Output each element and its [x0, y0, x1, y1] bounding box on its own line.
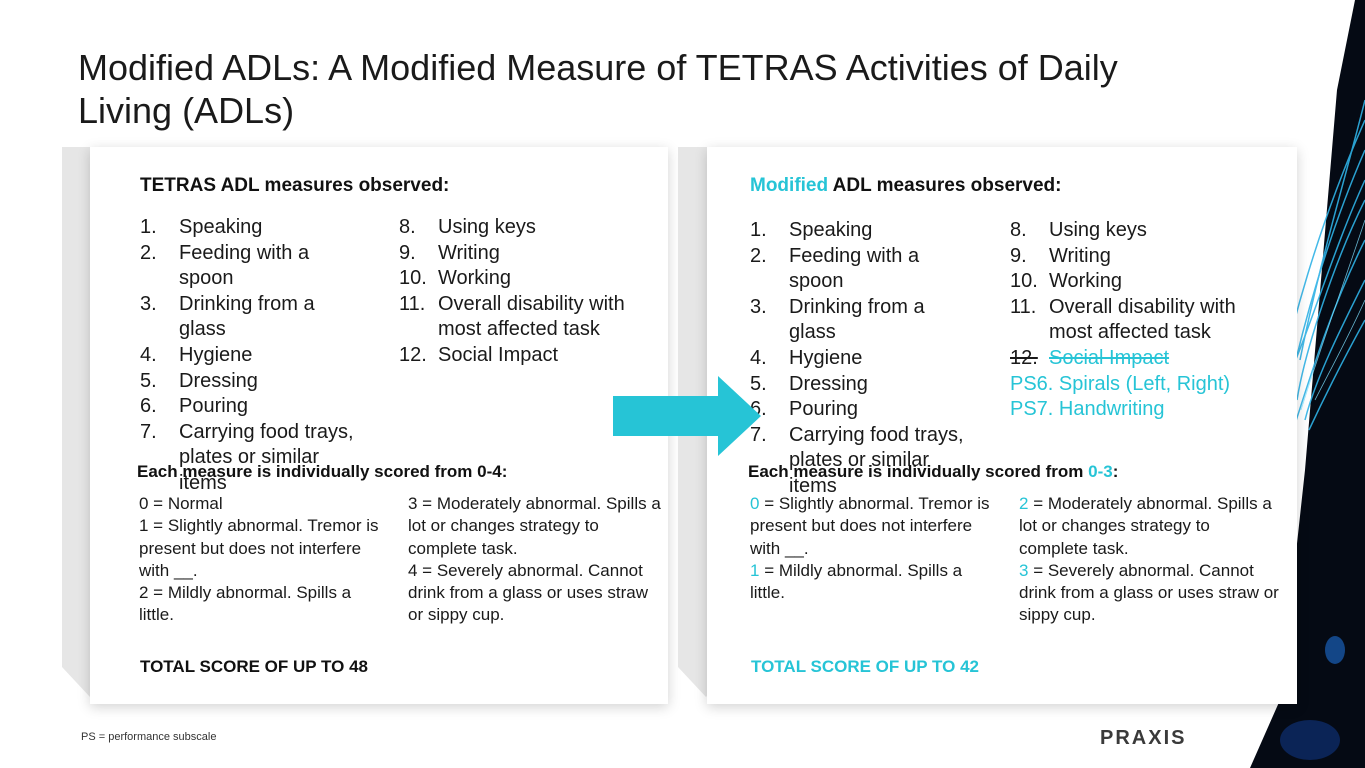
list-item: 9. Writing	[399, 241, 500, 264]
added-list-item: PS6. Spirals (Left, Right)	[1010, 372, 1231, 395]
score-legend-col2: 2 = Moderately abnormal. Spills a lot or…	[1019, 493, 1279, 627]
list-item: 3. Drinking from a glass	[140, 292, 315, 341]
score-item: 2 = Mildly abnormal. Spills a little.	[139, 583, 352, 625]
list-item: 4. Hygiene	[140, 343, 253, 366]
list-item: 1. Speaking	[750, 219, 873, 241]
total-score: TOTAL SCORE OF UP TO 48	[140, 657, 368, 676]
praxis-logo: PRAXIS	[1100, 727, 1187, 749]
score-item: 0 = Slightly abnormal. Tremor is present…	[750, 494, 990, 558]
score-heading: Each measure is individually scored from…	[748, 462, 1119, 481]
adl-list-col2: 8. Using keys 9. Writing 10. Working 11. Ove…	[1010, 218, 1260, 423]
list-item: 5. Dressing	[140, 369, 258, 392]
fiber-optic-image	[1250, 0, 1365, 768]
score-item: 3 = Severely abnormal. Cannot drink from…	[1019, 560, 1279, 625]
list-item: 2. Feeding with a spoon	[750, 244, 920, 293]
list-item: 3. Drinking from a glass	[750, 295, 925, 344]
footnote: PS = performance subscale	[81, 731, 217, 743]
removed-list-item: 12. Social Impact	[1010, 346, 1170, 369]
list-item: 8. Using keys	[399, 216, 536, 238]
heading-accent: Modified	[750, 175, 829, 196]
list-item: 10. Working	[1010, 270, 1122, 293]
list-item: 10. Working	[399, 267, 511, 290]
score-legend-col1: 0 = Slightly abnormal. Tremor is present…	[750, 493, 1000, 604]
card-heading: TETRAS ADL measures observed:	[140, 175, 450, 196]
tetras-adl-card: TETRAS ADL measures observed: 1. Speaking…	[90, 147, 668, 704]
list-item: 1. Speaking	[140, 216, 263, 238]
score-item: 4 = Severely abnormal. Cannot drink from…	[408, 560, 648, 625]
score-heading: Each measure is individually scored from…	[137, 462, 508, 481]
list-item: 9. Writing	[1010, 244, 1111, 267]
list-item: 11. Overall disability with most affected…	[399, 292, 625, 341]
adl-list-col1: 1. Speaking 2. Feeding with a spoon 3. Drin…	[140, 215, 365, 497]
score-item: 1 = Mildly abnormal. Spills a little.	[750, 560, 963, 603]
list-item: 7. Carrying food trays, plates or similar…	[140, 420, 354, 494]
list-item: 6. Pouring	[750, 398, 858, 421]
list-item: 7. Carrying food trays, plates or similar…	[750, 423, 964, 497]
adl-list-col2: 8. Using keys 9. Writing 10. Working 11. Ove…	[399, 215, 649, 369]
score-legend-col2: 3 = Moderately abnormal. Spills a lot or…	[408, 493, 663, 627]
added-list-item: PS7. Handwriting	[1010, 398, 1165, 421]
score-legend-col1: 0 = Normal 1 = Slightly abnormal. Tremor…	[139, 493, 389, 627]
modified-adl-card: Modified ADL measures observed: 1. Speaki…	[707, 147, 1297, 704]
total-score: TOTAL SCORE OF UP TO 42	[751, 657, 979, 676]
score-item: 1 = Slightly abnormal. Tremor is present…	[139, 516, 379, 580]
adl-list-col1: 1. Speaking 2. Feeding with a spoon 3. Drin…	[750, 218, 975, 500]
list-item: 5. Dressing	[750, 372, 868, 395]
list-item: 11. Overall disability with most affected…	[1010, 295, 1236, 344]
card-heading: Modified ADL measures observed:	[750, 175, 1061, 197]
list-item: 6. Pouring	[140, 395, 248, 418]
slide-title: Modified ADLs: A Modified Measure of TET…	[78, 47, 1118, 131]
heading-rest: ADL measures observed:	[828, 175, 1062, 196]
score-item: 0 = Normal	[139, 494, 223, 513]
list-item: 4. Hygiene	[750, 346, 863, 369]
right-arrow-icon	[613, 376, 761, 456]
score-item: 3 = Moderately abnormal. Spills a lot or…	[408, 494, 661, 558]
list-item: 12. Social Impact	[399, 343, 559, 366]
score-item: 2 = Moderately abnormal. Spills a lot or…	[1019, 494, 1272, 558]
list-item: 8. Using keys	[1010, 219, 1147, 241]
list-item: 2. Feeding with a spoon	[140, 241, 310, 290]
